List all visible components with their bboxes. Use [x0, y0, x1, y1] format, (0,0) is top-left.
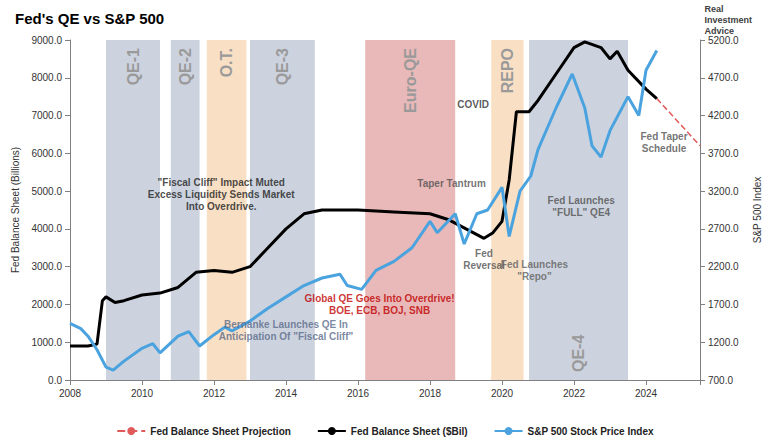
- svg-text:QE-3: QE-3: [274, 48, 291, 85]
- svg-text:2200.0: 2200.0: [708, 261, 739, 272]
- svg-text:Reversal: Reversal: [463, 260, 505, 271]
- svg-text:3200.0: 3200.0: [708, 186, 739, 197]
- svg-text:Taper Tantrum: Taper Tantrum: [417, 178, 486, 189]
- svg-text:3000.0: 3000.0: [31, 261, 62, 272]
- svg-text:Fed Balance Sheet (Billions): Fed Balance Sheet (Billions): [10, 147, 21, 273]
- svg-text:2700.0: 2700.0: [708, 223, 739, 234]
- svg-text:Investment: Investment: [704, 15, 752, 25]
- svg-text:Fed Launches: Fed Launches: [501, 259, 569, 270]
- svg-text:"Fiscal Cliff" Impact Muted: "Fiscal Cliff" Impact Muted: [158, 177, 285, 188]
- svg-text:QE-2: QE-2: [177, 48, 194, 85]
- svg-text:"Repo": "Repo": [517, 271, 552, 282]
- svg-text:4700.0: 4700.0: [708, 72, 739, 83]
- svg-text:Euro-QE: Euro-QE: [402, 48, 419, 113]
- svg-text:2012: 2012: [203, 388, 226, 399]
- svg-text:COVID: COVID: [457, 99, 489, 110]
- svg-text:2020: 2020: [491, 388, 514, 399]
- svg-text:1200.0: 1200.0: [708, 337, 739, 348]
- svg-text:"FULL" QE4: "FULL" QE4: [552, 207, 610, 218]
- svg-text:Excess Liquidity Sends Market: Excess Liquidity Sends Market: [148, 189, 295, 200]
- svg-text:2010: 2010: [131, 388, 154, 399]
- svg-text:Fed Launches: Fed Launches: [548, 195, 616, 206]
- svg-text:2018: 2018: [419, 388, 442, 399]
- svg-text:REPO: REPO: [499, 48, 516, 93]
- svg-text:Schedule: Schedule: [642, 143, 687, 154]
- svg-text:2016: 2016: [347, 388, 370, 399]
- svg-text:QE-1: QE-1: [125, 48, 142, 85]
- svg-text:O.T.: O.T.: [218, 48, 235, 77]
- svg-text:8000.0: 8000.0: [31, 72, 62, 83]
- svg-text:5200.0: 5200.0: [708, 35, 739, 46]
- svg-text:S&P 500 Stock Price Index: S&P 500 Stock Price Index: [528, 426, 654, 437]
- svg-text:Global QE Goes Into Overdrive!: Global QE Goes Into Overdrive!: [305, 293, 455, 304]
- svg-text:BOE, ECB, BOJ, SNB: BOE, ECB, BOJ, SNB: [329, 305, 430, 316]
- svg-text:Advice: Advice: [704, 25, 734, 36]
- svg-text:4200.0: 4200.0: [708, 110, 739, 121]
- svg-text:Fed Balance Sheet ($Bil): Fed Balance Sheet ($Bil): [351, 426, 468, 437]
- svg-text:2022: 2022: [563, 388, 586, 399]
- svg-text:5000.0: 5000.0: [31, 186, 62, 197]
- svg-text:2014: 2014: [275, 388, 298, 399]
- svg-text:0.0: 0.0: [48, 375, 62, 386]
- svg-text:QE-4: QE-4: [570, 335, 587, 372]
- svg-text:1700.0: 1700.0: [708, 299, 739, 310]
- svg-text:700.0: 700.0: [708, 375, 733, 386]
- svg-text:3700.0: 3700.0: [708, 148, 739, 159]
- svg-text:Anticipation Of "Fiscal Cliff": Anticipation Of "Fiscal Cliff": [219, 331, 354, 342]
- svg-text:4000.0: 4000.0: [31, 223, 62, 234]
- svg-text:2008: 2008: [59, 388, 82, 399]
- svg-text:2000.0: 2000.0: [31, 299, 62, 310]
- svg-text:9000.0: 9000.0: [31, 35, 62, 46]
- svg-text:2024: 2024: [635, 388, 658, 399]
- svg-text:1000.0: 1000.0: [31, 337, 62, 348]
- svg-text:Fed: Fed: [475, 248, 493, 259]
- svg-text:7000.0: 7000.0: [31, 110, 62, 121]
- svg-text:Fed Balance Sheet Projection: Fed Balance Sheet Projection: [150, 426, 291, 437]
- svg-text:Real: Real: [704, 4, 723, 14]
- svg-text:S&P 500 Index: S&P 500 Index: [752, 177, 763, 244]
- svg-text:Fed Taper: Fed Taper: [640, 131, 687, 142]
- svg-text:Into Overdrive.: Into Overdrive.: [186, 201, 257, 212]
- svg-text:Fed's QE vs S&P 500: Fed's QE vs S&P 500: [15, 10, 164, 27]
- svg-text:6000.0: 6000.0: [31, 148, 62, 159]
- svg-text:Bernanke Launches QE In: Bernanke Launches QE In: [224, 319, 348, 330]
